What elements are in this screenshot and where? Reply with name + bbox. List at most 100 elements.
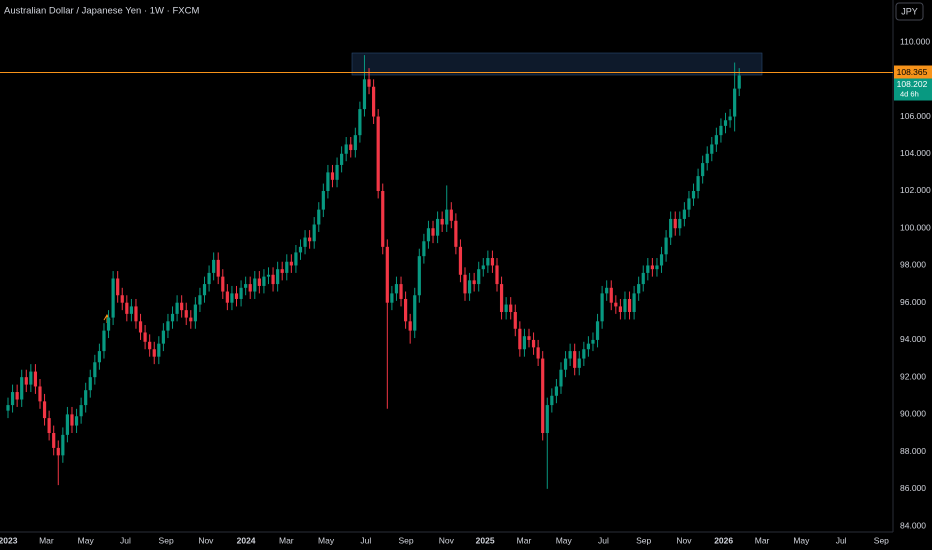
- candle-body: [111, 278, 115, 318]
- currency-label[interactable]: JPY: [901, 6, 918, 16]
- candle-body: [545, 405, 549, 434]
- candle-body: [244, 284, 248, 288]
- candle-body: [618, 306, 622, 313]
- candle-body: [696, 176, 700, 191]
- y-tick-label: 86.000: [900, 483, 926, 493]
- candle-body: [6, 405, 10, 411]
- candle-body: [207, 272, 211, 285]
- candle-body: [422, 241, 426, 257]
- candle-body: [646, 265, 650, 273]
- candle-body: [440, 218, 444, 225]
- candle-body: [97, 351, 101, 363]
- candle-body: [230, 293, 234, 303]
- countdown-label: 4d 6h: [900, 89, 919, 98]
- candle-body: [362, 79, 367, 110]
- y-tick-label: 90.000: [900, 409, 926, 419]
- candle-body: [691, 190, 696, 199]
- candle-body: [682, 209, 686, 219]
- candle-body: [106, 317, 111, 331]
- candle-body: [303, 237, 307, 247]
- x-tick-label: Mar: [279, 535, 294, 545]
- x-tick-label: Jul: [120, 535, 131, 545]
- candle-body: [673, 218, 677, 229]
- candle-body: [88, 377, 92, 391]
- candle-body: [212, 259, 216, 273]
- candle-body: [458, 246, 463, 275]
- candle-body: [600, 293, 604, 322]
- candle-body: [467, 280, 472, 294]
- candle-body: [513, 312, 517, 329]
- candle-body: [148, 341, 152, 350]
- candle-body: [129, 306, 133, 314]
- x-tick-label: Mar: [517, 535, 532, 545]
- candle-body: [385, 246, 389, 303]
- candle-body: [42, 401, 47, 419]
- x-tick-label: Nov: [198, 535, 214, 545]
- candle-body: [271, 274, 275, 285]
- candle-body: [477, 269, 481, 285]
- candle-body: [381, 190, 385, 247]
- y-tick-label: 100.000: [900, 222, 931, 232]
- candle-body: [161, 330, 165, 344]
- candle-body: [289, 261, 293, 266]
- candle-body: [559, 369, 563, 387]
- candle-body: [595, 321, 600, 340]
- candle-body: [65, 414, 70, 435]
- y-tick-label: 92.000: [900, 371, 926, 381]
- x-tick-label: Mar: [755, 535, 770, 545]
- candle-body: [499, 284, 504, 313]
- candle-body: [664, 237, 668, 255]
- candle-body: [180, 302, 184, 311]
- candle-body: [650, 265, 654, 270]
- candle-body: [490, 258, 495, 266]
- x-tick-label: Sep: [398, 535, 413, 545]
- currency-button[interactable]: [895, 2, 924, 21]
- y-tick-label: 106.000: [900, 111, 931, 121]
- candle-body: [157, 343, 161, 357]
- x-tick-label: Jul: [360, 535, 371, 545]
- candle-body: [38, 386, 42, 402]
- candle-body: [687, 198, 691, 210]
- y-tick-label: 84.000: [900, 520, 926, 530]
- candle-body: [568, 351, 572, 359]
- candle-body: [577, 358, 581, 368]
- candle-body: [280, 269, 284, 273]
- candle-body: [737, 75, 741, 89]
- candle-body: [10, 392, 15, 406]
- x-tick-label: May: [793, 535, 810, 545]
- candle-body: [74, 416, 79, 426]
- candle-body: [609, 287, 613, 303]
- candle-body: [298, 246, 303, 253]
- candle-body: [495, 265, 499, 285]
- candle-body: [184, 310, 188, 318]
- x-tick-label: May: [318, 535, 335, 545]
- candle-body: [623, 298, 627, 313]
- candle-body: [93, 362, 97, 378]
- candle-body: [15, 392, 19, 400]
- candle-body: [234, 293, 239, 299]
- x-tick-label: Nov: [676, 535, 692, 545]
- candle-body: [266, 274, 271, 277]
- candle-body: [655, 265, 659, 270]
- candle-body: [134, 306, 138, 322]
- candle-body: [481, 265, 485, 270]
- candle-body: [733, 88, 737, 117]
- candle-body: [367, 79, 371, 87]
- candle-body: [586, 343, 591, 350]
- y-tick-label: 102.000: [900, 185, 931, 195]
- candle-body: [449, 209, 453, 221]
- candle-body: [573, 351, 577, 368]
- candle-body: [431, 228, 435, 236]
- candle-body: [408, 321, 412, 331]
- candle-body: [175, 302, 179, 314]
- y-tick-label: 88.000: [900, 446, 926, 456]
- candle-body: [627, 298, 632, 313]
- chart-title: Australian Dollar / Japanese Yen · 1W · …: [4, 6, 199, 17]
- candle-body: [632, 293, 636, 313]
- candle-body: [390, 293, 394, 303]
- x-tick-label: May: [78, 535, 95, 545]
- candle-body: [102, 330, 106, 352]
- price-line-badge: [894, 65, 932, 79]
- plot-area: [6, 55, 741, 489]
- candle-body: [61, 434, 65, 456]
